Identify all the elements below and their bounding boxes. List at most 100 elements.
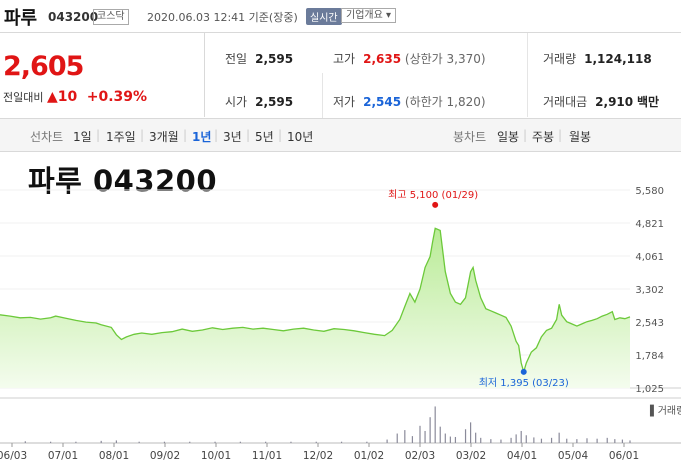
volume-bar — [464, 429, 467, 443]
volume-bar — [566, 438, 568, 443]
volume-bar — [100, 440, 102, 443]
volume-bar — [500, 439, 502, 443]
x-tick-label: 10/01 — [201, 450, 231, 462]
volume-bar — [315, 441, 317, 443]
stock-name: 파루 — [4, 8, 38, 29]
divider — [527, 33, 528, 117]
volume-bar — [340, 441, 343, 443]
volume-bar — [454, 436, 457, 443]
volume-bar — [214, 441, 216, 443]
x-tick-label: 01/02 — [354, 450, 384, 462]
change-percent: +0.39% — [86, 89, 148, 105]
change-label: 전일대비 — [3, 91, 44, 104]
tab-1d[interactable]: 1일 — [73, 130, 92, 144]
tab-weekly[interactable]: 주봉 — [532, 130, 555, 144]
timestamp: 2020.06.03 12:41 기준(장중) — [147, 11, 298, 24]
up-arrow-icon: ▲ — [46, 89, 58, 105]
volume-bar — [475, 432, 477, 443]
x-tick-label: 07/01 — [48, 450, 78, 462]
price-line — [0, 227, 631, 375]
x-tick-label: 09/02 — [150, 450, 180, 462]
volume-bar — [163, 441, 166, 443]
current-price-panel: 2,605 전일대비 ▲10 +0.39% — [0, 33, 205, 117]
realtime-badge[interactable]: 실시간 — [306, 8, 342, 25]
x-tick-label: 08/01 — [99, 450, 129, 462]
volume-bar — [439, 426, 441, 443]
low-annotation: 최저 1,395 (03/23) — [479, 377, 569, 389]
change-value: 10 — [57, 89, 78, 105]
volume-bar — [411, 436, 414, 443]
x-tick-label: 06/01 — [609, 450, 639, 462]
volume-bar — [510, 437, 512, 443]
volume-bar — [533, 437, 535, 443]
tab-3m[interactable]: 3개월 — [149, 130, 179, 144]
volume-bar — [606, 437, 608, 443]
volume-bar — [366, 441, 368, 443]
tab-monthly[interactable]: 월봉 — [569, 130, 592, 144]
volume-bar — [596, 438, 598, 443]
volume-bar — [386, 439, 388, 443]
volume-bar — [115, 440, 117, 443]
volume-bar — [404, 430, 406, 443]
candle-chart-label: 봉차트 — [453, 130, 487, 144]
x-tick-label: 05/04 — [558, 450, 589, 462]
volume-bar — [629, 440, 631, 443]
volume-bar — [576, 439, 578, 443]
volume: 거래량 1,124,118 — [543, 52, 652, 66]
volume-bar — [470, 422, 472, 443]
prev-close: 전일 2,595 — [225, 52, 294, 66]
volume-bar — [444, 433, 446, 443]
volume-bar — [550, 437, 553, 443]
volume-bar — [239, 441, 241, 443]
company-overview-button[interactable]: 기업개요 ▾ — [341, 8, 396, 23]
high-annotation: 최고 5,100 (01/29) — [388, 189, 478, 201]
chart-title: 파루 043200 — [28, 164, 218, 198]
stock-code: 043200 — [48, 10, 99, 24]
price-area — [0, 228, 630, 388]
price-change: 전일대비 ▲10 +0.39% — [3, 89, 147, 105]
volume-bar — [50, 441, 52, 443]
high-price: 고가 2,635 (상한가 3,370) — [333, 52, 486, 66]
volume-bar — [480, 437, 482, 443]
divider — [322, 73, 323, 143]
tab-5y[interactable]: 5년 — [255, 130, 274, 144]
volume-bar — [424, 430, 426, 443]
volume-bar — [24, 441, 26, 443]
volume-bar — [419, 425, 421, 443]
volume-bar — [75, 441, 77, 443]
volume-bar — [515, 434, 517, 443]
chart-period-tabs: 선차트 1일 | 1주일 | 3개월 | 1년 | 3년 | 5년 | 10년 … — [0, 118, 681, 152]
volume-bar — [490, 439, 492, 443]
volume-bar — [189, 441, 191, 443]
x-tick-label: 11/01 — [252, 450, 282, 462]
tab-10y[interactable]: 10년 — [287, 130, 314, 144]
volume-bar — [540, 438, 543, 443]
price-stats: 전일 2,595 고가 2,635 (상한가 3,370) 거래량 1,124,118… — [205, 33, 681, 143]
volume-bar — [396, 433, 398, 443]
tab-3y[interactable]: 3년 — [223, 130, 242, 144]
tab-1y[interactable]: 1년 — [192, 130, 212, 144]
volume-bar — [520, 430, 522, 443]
volume-bar — [290, 441, 292, 443]
line-chart-label: 선차트 — [30, 130, 64, 144]
volume-bar — [449, 436, 451, 443]
y-tick-label: 4,821 — [635, 219, 664, 230]
y-tick-label: 3,302 — [635, 285, 664, 296]
y-tick-label: 1,025 — [635, 384, 664, 395]
tab-daily[interactable]: 일봉 — [497, 130, 520, 144]
volume-bar — [525, 435, 527, 443]
low-price: 저가 2,545 (하한가 1,820) — [333, 95, 486, 109]
tab-1w[interactable]: 1주일 — [106, 130, 136, 144]
x-tick-label: 02/03 — [405, 450, 435, 462]
high-marker — [432, 201, 439, 208]
x-tick-label: 04/01 — [507, 450, 537, 462]
y-tick-label: 5,580 — [635, 186, 664, 197]
volume-bar — [265, 441, 267, 443]
volume-bar — [434, 406, 436, 443]
low-marker — [520, 368, 527, 375]
volume-bar — [614, 439, 616, 443]
open-price: 시가 2,595 — [225, 95, 294, 109]
current-price: 2,605 — [3, 51, 84, 82]
x-tick-label: 03/02 — [456, 450, 486, 462]
